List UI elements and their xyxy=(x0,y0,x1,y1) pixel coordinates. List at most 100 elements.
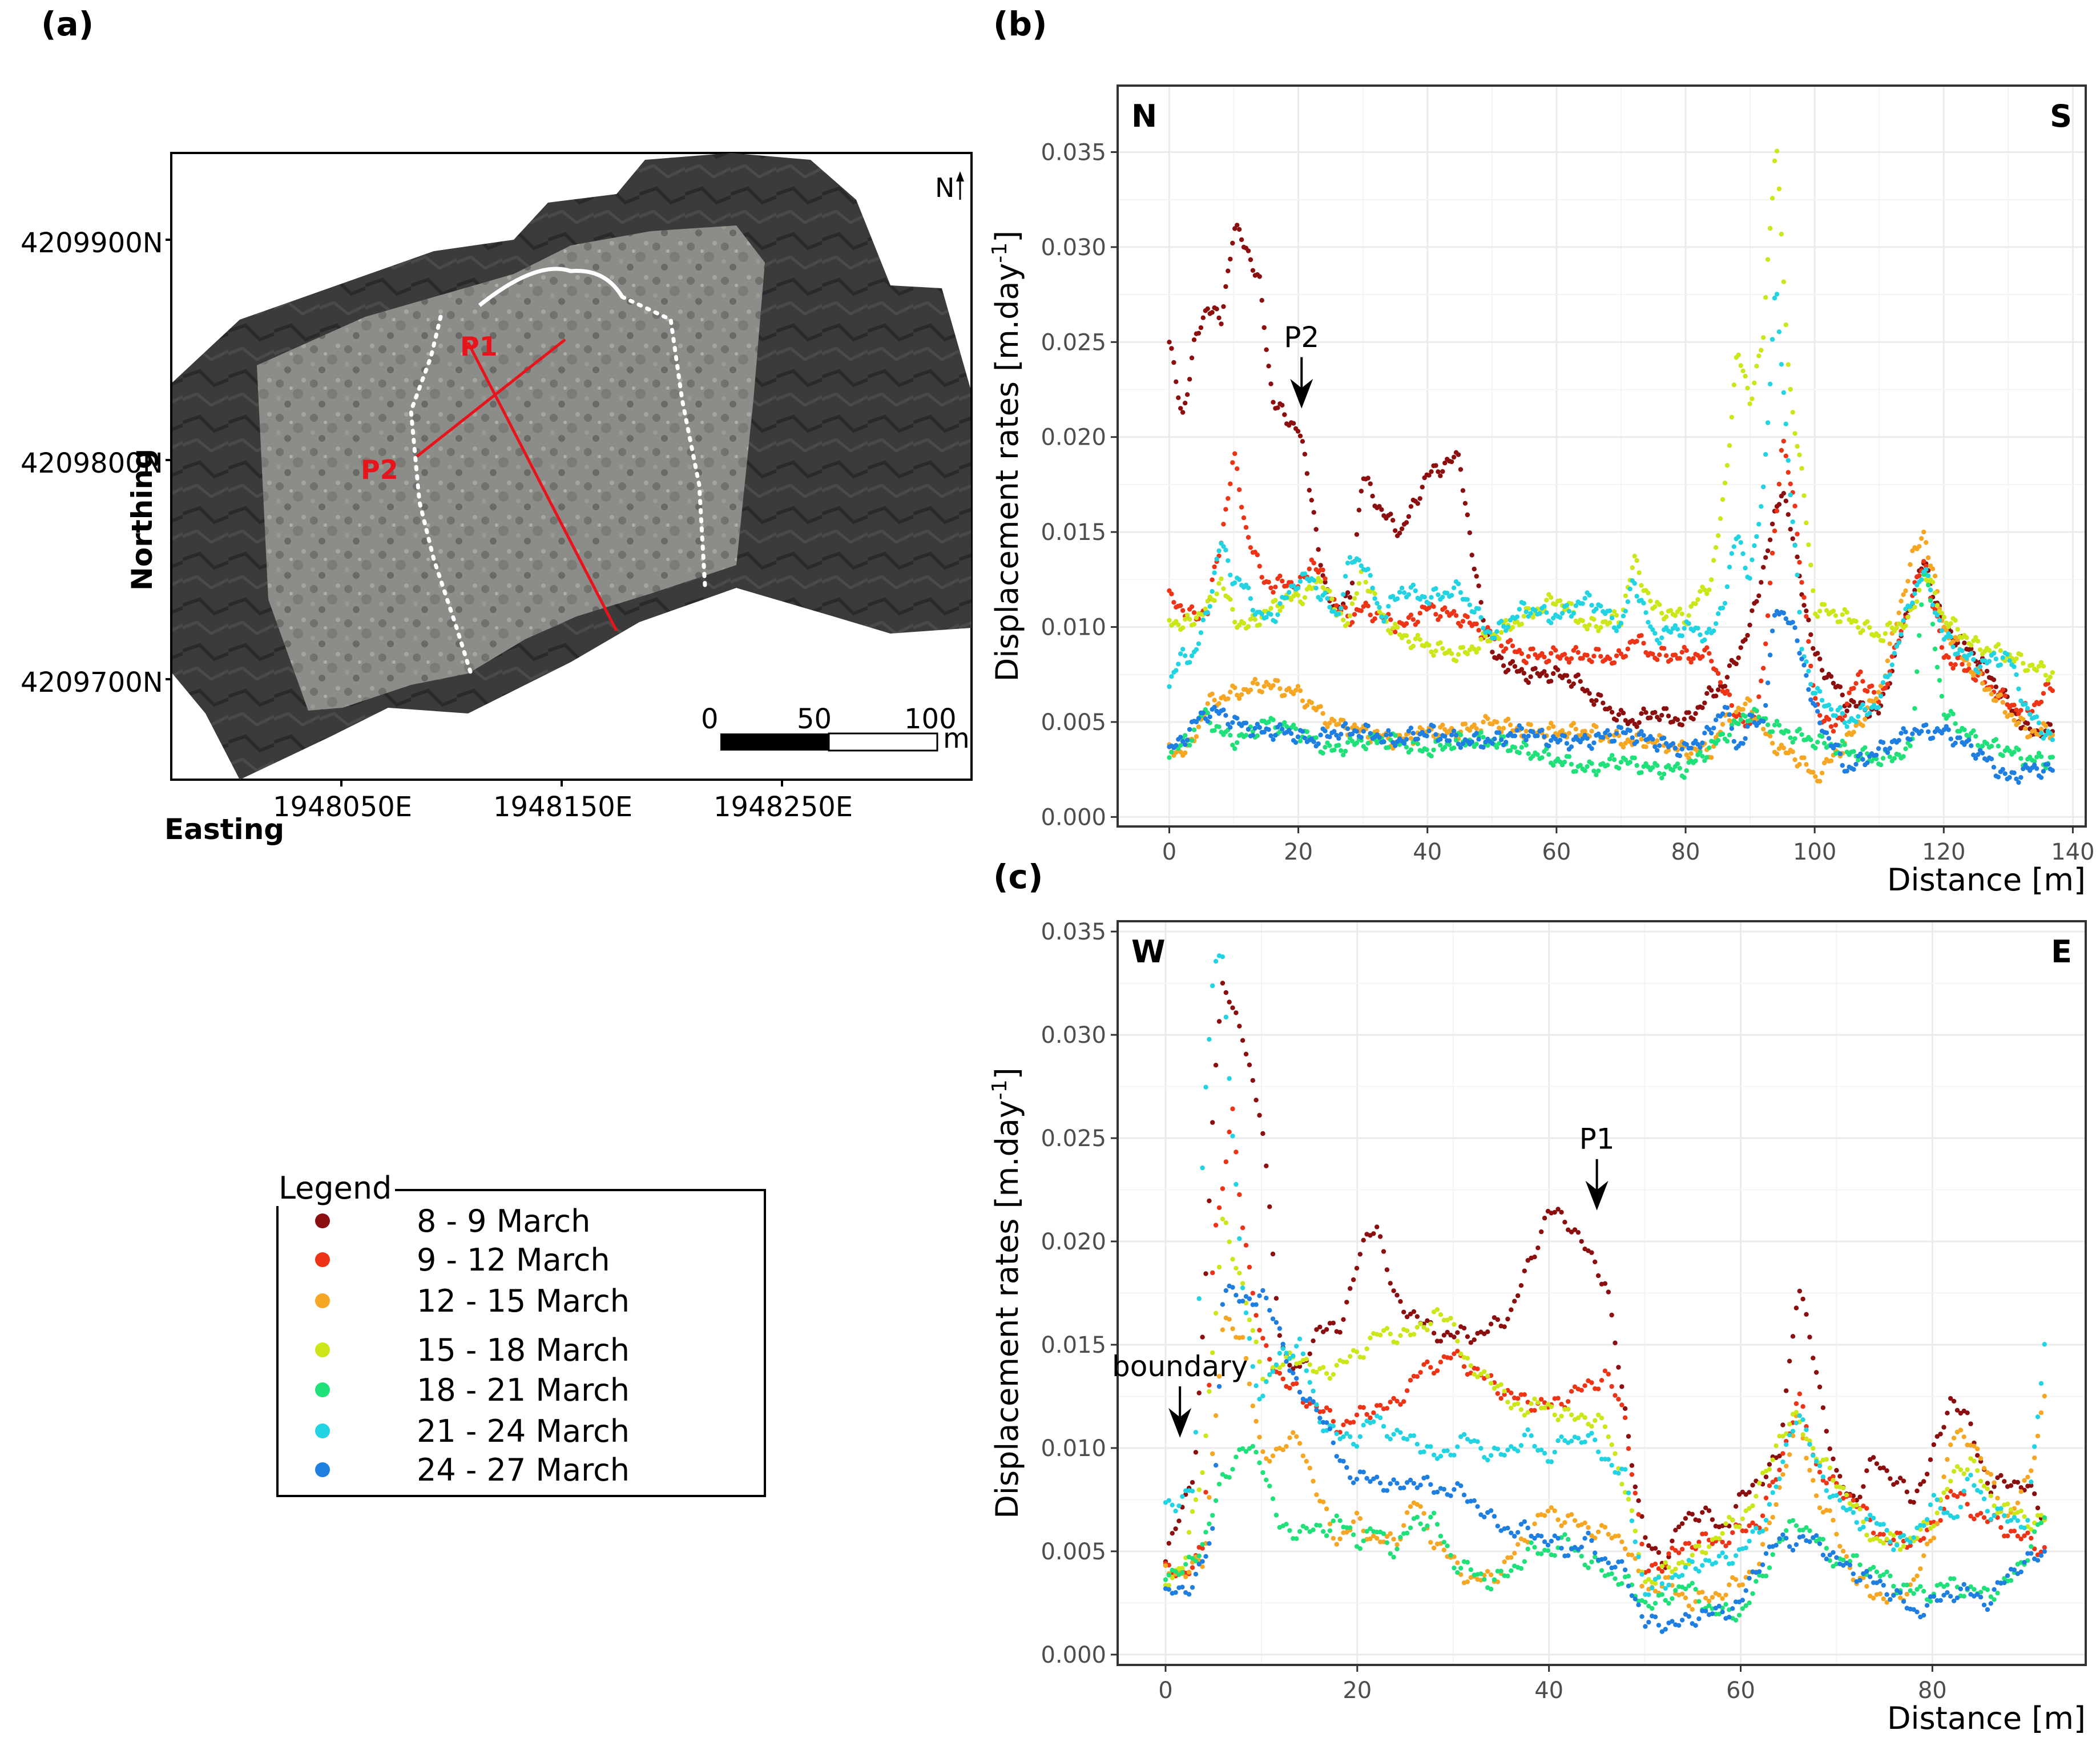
data-point xyxy=(1783,498,1788,503)
data-point xyxy=(1297,574,1303,580)
data-point xyxy=(1472,744,1477,749)
data-point xyxy=(1203,1541,1208,1546)
data-point xyxy=(1632,739,1637,744)
data-point xyxy=(1318,563,1323,568)
data-point xyxy=(1960,635,1965,640)
data-point xyxy=(1420,594,1425,599)
data-point xyxy=(1903,623,1908,628)
data-point xyxy=(1472,1365,1477,1371)
data-point xyxy=(1950,639,1956,644)
data-point xyxy=(1485,716,1490,721)
data-point xyxy=(2002,748,2008,753)
data-point xyxy=(1377,1402,1383,1408)
data-point xyxy=(1966,647,1972,652)
data-point xyxy=(2012,749,2017,755)
data-point xyxy=(1834,1467,1839,1473)
data-point xyxy=(1264,579,1269,584)
data-point xyxy=(1833,742,1839,748)
data-point xyxy=(1975,1513,1980,1518)
data-point xyxy=(1713,1560,1718,1566)
data-point xyxy=(1424,641,1429,646)
data-point xyxy=(1884,1600,1889,1605)
data-point xyxy=(2012,770,2017,776)
data-point xyxy=(1946,727,1951,732)
data-point xyxy=(1811,1478,1816,1483)
data-point xyxy=(1643,710,1648,715)
data-point xyxy=(1394,1398,1400,1404)
data-point xyxy=(1790,1433,1796,1438)
data-point xyxy=(1800,1296,1805,1302)
data-point xyxy=(1770,196,1775,201)
data-point xyxy=(1413,588,1418,594)
data-point xyxy=(1451,609,1457,614)
data-point xyxy=(1924,1521,1930,1526)
data-point xyxy=(1582,1247,1587,1252)
data-point xyxy=(1666,659,1671,664)
data-point xyxy=(1219,541,1224,546)
data-point xyxy=(1495,1579,1500,1584)
data-point xyxy=(1354,1265,1360,1271)
data-point xyxy=(1596,647,1601,652)
data-point xyxy=(1622,1490,1628,1495)
data-point xyxy=(1783,750,1788,756)
data-point xyxy=(1488,721,1493,727)
data-point xyxy=(1998,648,2003,654)
data-point xyxy=(1485,629,1490,634)
data-point xyxy=(1897,1534,1903,1540)
data-point xyxy=(1410,740,1416,745)
data-point xyxy=(2047,686,2053,691)
data-point xyxy=(2018,1525,2024,1530)
data-point xyxy=(1821,760,1827,765)
data-point xyxy=(1892,645,1897,650)
data-point xyxy=(1777,1476,1782,1482)
data-point xyxy=(1200,715,1206,720)
data-point xyxy=(1883,685,1888,691)
data-point xyxy=(1873,707,1879,712)
data-point xyxy=(1408,747,1414,752)
data-point xyxy=(1559,1413,1564,1419)
data-point xyxy=(2025,1518,2030,1523)
data-point xyxy=(1267,1483,1272,1489)
data-point xyxy=(1460,741,1466,747)
data-point xyxy=(1878,703,1884,708)
data-point xyxy=(1307,1351,1312,1357)
data-point xyxy=(1324,1327,1329,1332)
data-point xyxy=(1720,688,1726,694)
data-point xyxy=(1918,1527,1923,1532)
data-point xyxy=(1828,707,1834,712)
data-point xyxy=(1835,619,1840,624)
data-point xyxy=(1490,650,1495,655)
data-point xyxy=(1910,600,1915,606)
data-point xyxy=(1453,579,1459,584)
data-point xyxy=(1957,647,1962,652)
data-point xyxy=(2016,720,2021,725)
data-point xyxy=(1174,668,1179,673)
data-point xyxy=(1817,1470,1823,1475)
data-point xyxy=(1616,1582,1621,1587)
data-point xyxy=(1595,1386,1601,1392)
data-point xyxy=(1415,501,1420,506)
data-point xyxy=(1368,1526,1373,1531)
data-point xyxy=(1793,1410,1799,1415)
data-point xyxy=(1426,752,1432,757)
data-point xyxy=(1533,750,1538,756)
data-point xyxy=(1354,1443,1360,1449)
data-point xyxy=(1736,743,1741,749)
data-point xyxy=(1899,622,1904,627)
data-point xyxy=(1988,1601,1993,1606)
data-point xyxy=(1847,1501,1853,1506)
data-point xyxy=(1445,610,1450,615)
data-point xyxy=(1599,1378,1605,1383)
scale-bar xyxy=(720,732,938,752)
data-point xyxy=(1476,737,1481,742)
data-point xyxy=(1166,1541,1171,1546)
data-point xyxy=(1257,1397,1262,1402)
data-point xyxy=(1230,1005,1235,1010)
data-point xyxy=(1334,612,1339,618)
data-point xyxy=(1656,1574,1662,1579)
data-point xyxy=(1499,734,1504,740)
data-point xyxy=(1756,714,1762,720)
data-point xyxy=(1460,739,1466,745)
x-tick-label: 20 xyxy=(1284,839,1313,865)
data-point xyxy=(1975,1446,1980,1451)
